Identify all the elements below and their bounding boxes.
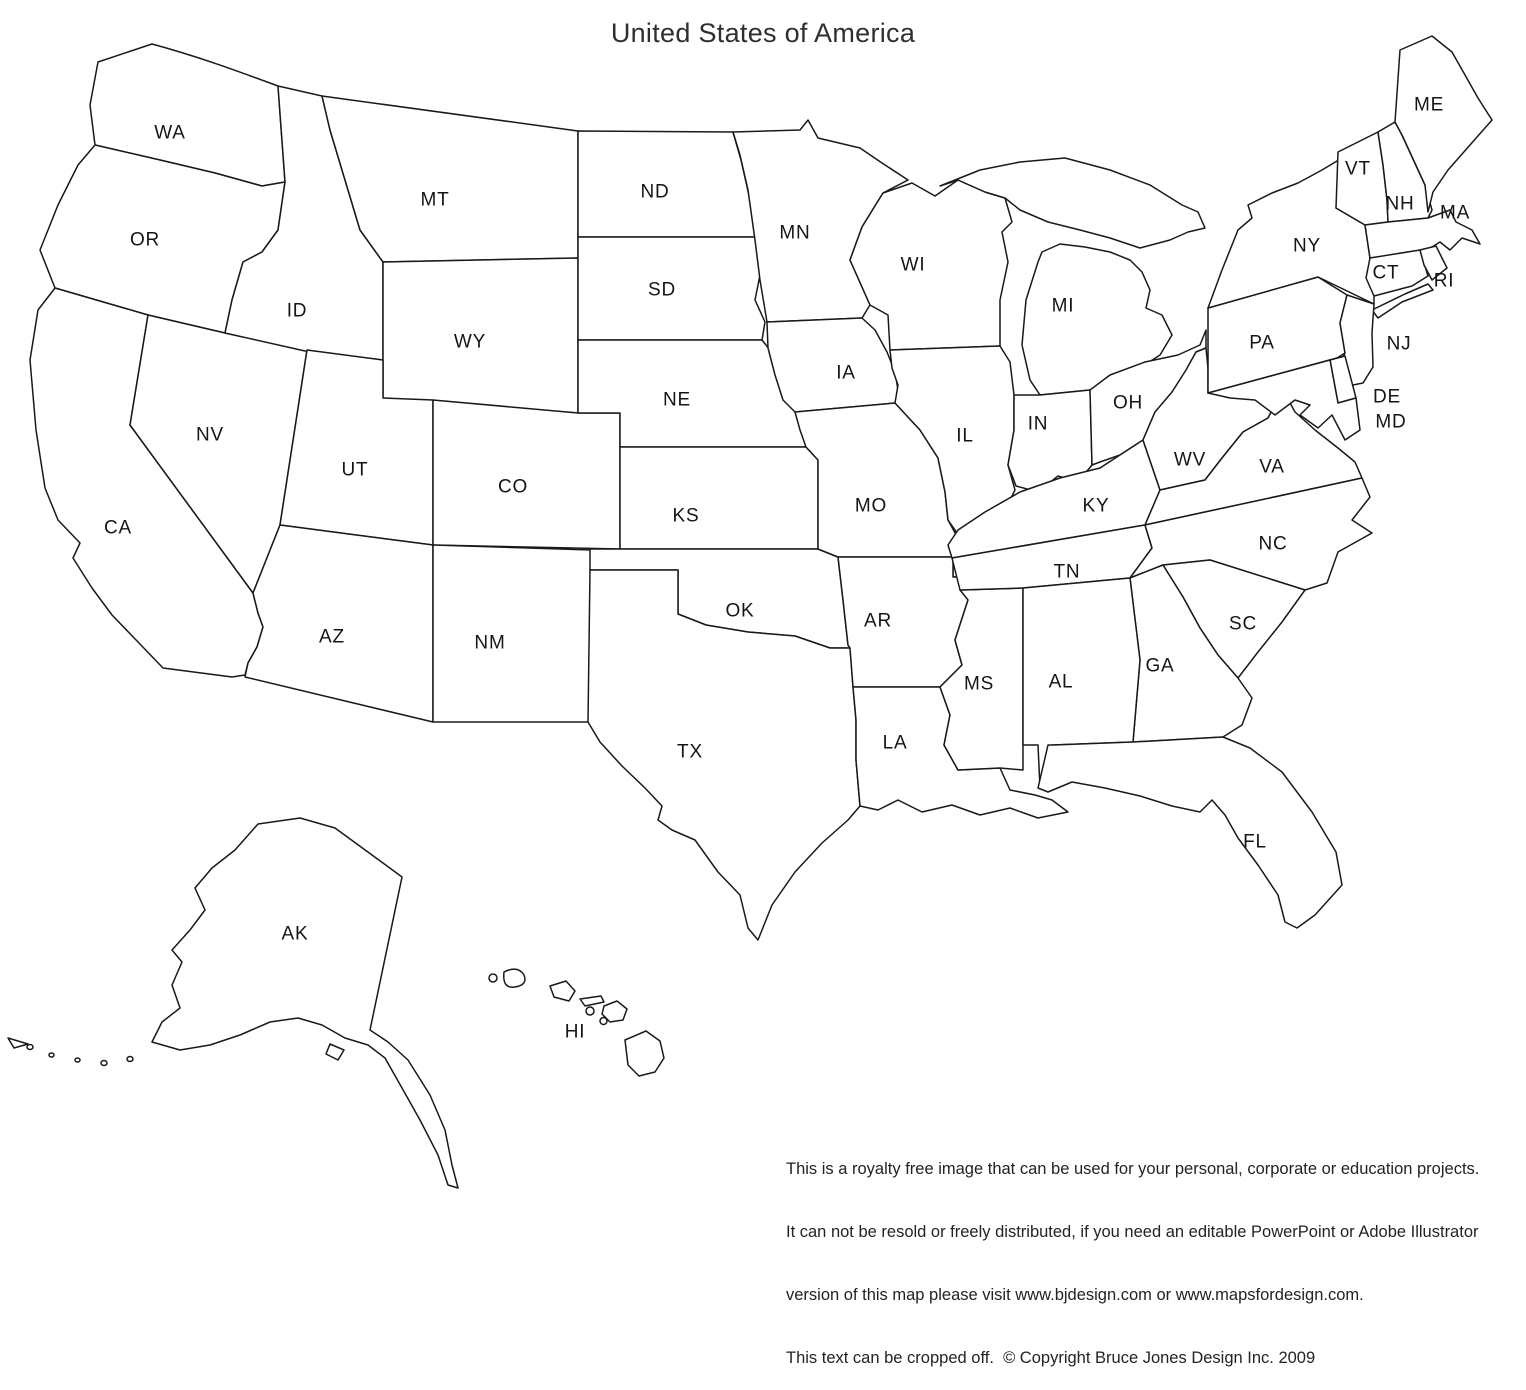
state-label-md: MD [1375, 412, 1406, 433]
state-label-la: LA [883, 733, 908, 754]
hawaii-islands [488, 968, 665, 1077]
state-label-wa: WA [154, 123, 186, 144]
state-shape-co [432, 399, 621, 550]
copyright-line: This text can be cropped off. © Copyrigh… [786, 1349, 1316, 1367]
state-label-va: VA [1259, 457, 1285, 478]
state-label-ny: NY [1293, 236, 1321, 257]
state-label-nj: NJ [1387, 334, 1412, 355]
state-label-tn: TN [1054, 562, 1081, 583]
state-label-de: DE [1373, 387, 1401, 408]
state-label-or: OR [130, 230, 160, 251]
state-label-ks: KS [673, 506, 700, 527]
state-shape-ia [766, 317, 899, 413]
state-label-ct: CT [1373, 263, 1400, 284]
state-label-wi: WI [901, 255, 926, 276]
state-label-vt: VT [1345, 159, 1371, 180]
state-shapes [7, 35, 1493, 1189]
state-shape-wi [849, 179, 1013, 351]
state-label-id: ID [287, 301, 308, 322]
state-label-co: CO [498, 477, 528, 498]
state-label-mo: MO [855, 496, 887, 517]
state-shape-in [1007, 389, 1093, 493]
state-label-ok: OK [725, 601, 754, 622]
state-shape-ar [837, 556, 974, 688]
state-label-nc: NC [1258, 534, 1287, 555]
state-shape-ks [619, 446, 819, 550]
state-label-ms: MS [964, 674, 994, 695]
state-shape-ny [1207, 157, 1434, 319]
page-title: United States of America [610, 18, 916, 49]
state-label-nm: NM [474, 633, 505, 654]
state-label-ri: RI [1434, 271, 1455, 292]
state-label-mn: MN [779, 223, 810, 244]
state-label-sd: SD [648, 280, 676, 301]
state-label-ga: GA [1145, 656, 1174, 677]
state-label-ca: CA [104, 518, 132, 539]
state-shape-ak [151, 817, 459, 1189]
state-label-tx: TX [677, 742, 703, 763]
state-shape-me [1394, 35, 1493, 213]
state-label-ar: AR [864, 611, 892, 632]
state-label-mt: MT [420, 190, 449, 211]
state-label-pa: PA [1249, 333, 1275, 354]
state-label-ky: KY [1083, 496, 1110, 517]
state-label-il: IL [956, 426, 973, 447]
state-shape-ri [1419, 245, 1448, 281]
state-label-fl: FL [1243, 832, 1267, 853]
state-label-mi: MI [1052, 296, 1075, 317]
state-label-nv: NV [196, 425, 224, 446]
state-label-ne: NE [663, 390, 691, 411]
copyright-line: version of this map please visit www.bjd… [786, 1286, 1364, 1304]
state-label-nh: NH [1385, 194, 1414, 215]
state-label-ut: UT [342, 460, 369, 481]
state-label-in: IN [1028, 414, 1049, 435]
state-label-ia: IA [836, 363, 856, 384]
state-label-me: ME [1414, 95, 1444, 116]
state-label-wy: WY [454, 332, 486, 353]
state-label-hi: HI [565, 1022, 586, 1043]
state-label-al: AL [1049, 672, 1074, 693]
state-label-sc: SC [1229, 614, 1257, 635]
state-label-nd: ND [640, 182, 669, 203]
state-shape-nm [432, 544, 593, 723]
us-map: WA OR CA NV ID MT WY UT CO AZ NM ND SD NE KS OK TX MN IA MO… [7, 35, 1493, 1189]
state-shape-tx [587, 569, 861, 941]
copyright-line: This is a royalty free image that can be… [786, 1160, 1480, 1178]
state-label-wv: WV [1174, 450, 1206, 471]
state-shape-fl [1037, 736, 1343, 929]
state-labels: WA OR CA NV ID MT WY UT CO AZ NM ND SD NE KS OK TX MN IA MO… [104, 95, 1470, 1043]
state-label-ma: MA [1440, 203, 1470, 224]
alaska-aleutian-islands [7, 1037, 345, 1067]
state-label-ak: AK [282, 924, 309, 945]
state-label-oh: OH [1113, 393, 1143, 414]
copyright-line: It can not be resold or freely distribut… [786, 1223, 1479, 1241]
state-shape-mi [939, 157, 1206, 396]
state-shape-az [244, 524, 434, 723]
copyright-note: This is a royalty free image that can be… [786, 1117, 1526, 1390]
state-shape-md [1207, 359, 1361, 441]
state-label-az: AZ [319, 627, 345, 648]
